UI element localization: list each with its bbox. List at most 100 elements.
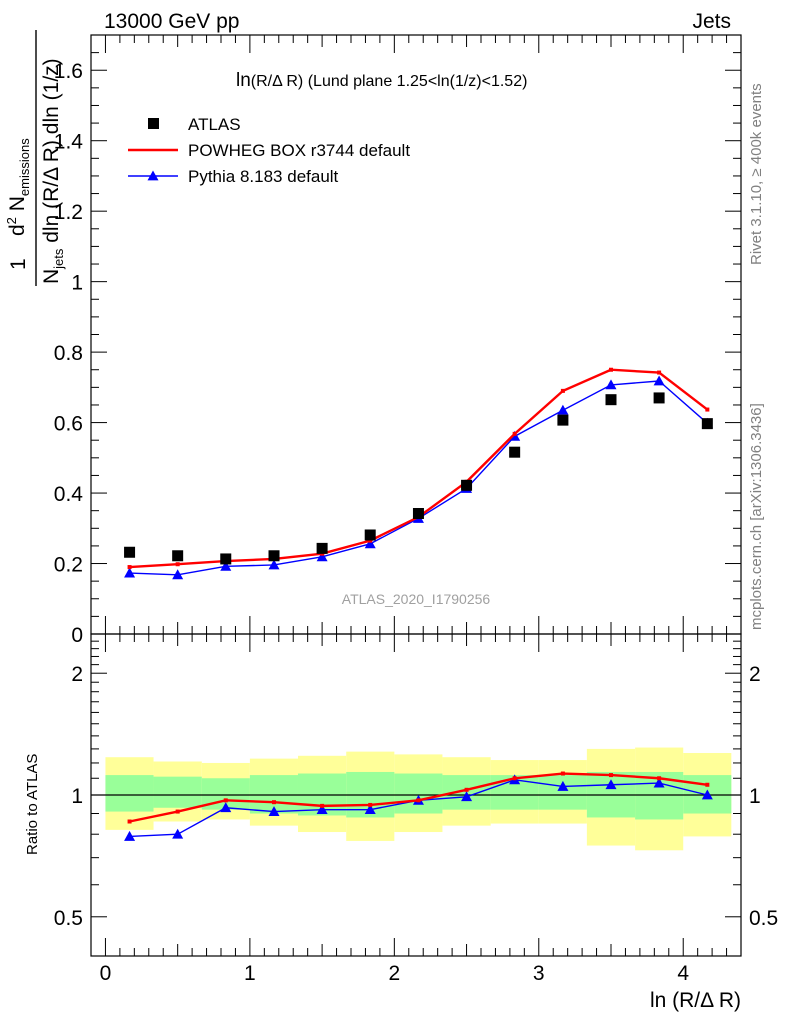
band-inner-bin <box>538 775 587 810</box>
header-left: 13000 GeV pp <box>104 10 239 33</box>
main-y-tick-label: 0.6 <box>54 413 83 436</box>
ratio-pythia-point <box>605 779 617 790</box>
ratio-pythia-point <box>461 791 473 802</box>
main-y-tick-label: 1.6 <box>54 60 83 83</box>
x-tick-label: 2 <box>388 962 400 985</box>
atlas-point <box>124 546 136 558</box>
ratio-pythia-point <box>124 830 136 841</box>
atlas-point <box>605 394 617 406</box>
x-tick-label: 1 <box>244 962 256 985</box>
atlas-point <box>316 542 328 554</box>
pythia-point <box>557 404 569 415</box>
main-y-tick-label: 1.4 <box>54 131 84 154</box>
ylabel-one: 1 <box>7 258 30 270</box>
ratio-pythia-point <box>268 806 280 816</box>
atlas-point <box>172 550 184 562</box>
legend-marker-atlas <box>148 118 159 129</box>
ratio-powheg-point <box>512 776 517 781</box>
rivet-label: Rivet 3.1.10, ≥ 400k events <box>748 83 765 265</box>
axis-tick-labels: 0 0.2 0.4 0.6 0.8 1 1.2 1.4 1.6 0 1 2 3 4 0.5 0.5 1 1 2 2 <box>54 60 778 985</box>
main-series-group <box>124 367 713 580</box>
ratio-powheg-point <box>175 809 180 814</box>
atlas-point <box>461 479 473 491</box>
atlas-point <box>653 392 665 404</box>
ratio-powheg-point <box>464 787 469 792</box>
ratio-y-tick-label-right: 2 <box>749 663 761 686</box>
ratio-powheg-point <box>127 819 132 824</box>
ratio-powheg-point <box>416 798 421 803</box>
ratio-pythia-point <box>220 802 232 813</box>
x-axis-label: ln (R/Δ R) <box>650 989 741 1012</box>
ratio-pythia-point <box>653 777 665 788</box>
main-y-tick-label: 1.2 <box>54 201 83 224</box>
atlas-point <box>701 418 713 430</box>
main-ylabel: 1 d2 Nemissions Njets dln (R/Δ R) dln (1… <box>4 30 66 286</box>
mcplots-label: mcplots.cern.ch [arXiv:1306.3436] <box>748 403 765 630</box>
ratio-pythia-point <box>364 804 376 815</box>
atlas-point <box>412 507 424 519</box>
band-inner-bin <box>153 776 202 808</box>
ratio-powheg-point <box>609 773 613 778</box>
main-y-tick-label: 1 <box>71 272 83 295</box>
ratio-pythia-point <box>557 780 569 791</box>
pythia-point <box>653 375 665 386</box>
ratio-powheg-point <box>560 771 565 776</box>
main-y-tick-label: 0.4 <box>54 483 84 506</box>
atlas-point <box>220 553 232 565</box>
legend-label: POWHEG BOX r3744 default <box>188 141 410 160</box>
ratio-y-tick-label-left: 1 <box>71 785 83 808</box>
pythia-point <box>268 559 280 570</box>
legend-label: Pythia 8.183 default <box>188 167 339 186</box>
ratio-series-group <box>124 771 713 841</box>
ratio-powheg-point <box>705 782 710 787</box>
atlas-point <box>509 446 521 458</box>
ratio-ylabel: Ratio to ATLAS <box>24 754 41 855</box>
x-tick-label: 3 <box>533 962 545 985</box>
axis-ticks <box>91 34 741 957</box>
pythia-line <box>129 380 708 576</box>
powheg-point <box>609 367 613 372</box>
legend-label: ATLAS <box>188 115 241 134</box>
ratio-powheg-point <box>368 802 373 807</box>
powheg-line <box>129 368 709 569</box>
ratio-y-tick-label-left: 2 <box>71 663 83 686</box>
pythia-point <box>605 379 617 390</box>
powheg-point <box>127 565 132 570</box>
band-inner-bin <box>105 775 154 812</box>
main-y-tick-label: 0 <box>71 624 83 647</box>
pythia-point <box>220 560 232 571</box>
band-inner-bin <box>394 773 443 814</box>
x-tick-label: 4 <box>677 962 689 985</box>
x-tick-label: 0 <box>100 962 112 985</box>
ratio-pythia-point <box>316 804 328 815</box>
analysis-tag: ATLAS_2020_I1790256 <box>342 591 491 607</box>
main-y-tick-label: 0.8 <box>54 342 83 365</box>
powheg-point <box>560 388 565 393</box>
pythia-point <box>364 538 376 549</box>
ylabel-numerator: d2 Nemissions <box>4 138 32 236</box>
powheg-point <box>512 431 517 436</box>
ratio-y-tick-label-right: 1 <box>749 785 761 808</box>
powheg-point <box>175 562 180 567</box>
ratio-pythia-point <box>172 828 184 839</box>
atlas-point <box>557 414 569 426</box>
pythia-point <box>124 567 136 578</box>
header-right: Jets <box>692 10 731 33</box>
ratio-powheg-point <box>320 803 325 808</box>
atlas-point <box>268 550 280 562</box>
pythia-point <box>172 569 184 580</box>
powheg-point <box>368 538 373 543</box>
powheg-point <box>657 370 662 375</box>
pythia-point <box>316 551 328 562</box>
powheg-point <box>705 407 710 412</box>
ratio-powheg-point <box>272 800 277 805</box>
ratio-powheg-point <box>657 776 662 781</box>
ratio-y-tick-label-left: 0.5 <box>54 907 83 930</box>
atlas-point <box>364 529 376 541</box>
ratio-y-tick-label-right: 0.5 <box>749 907 778 930</box>
ratio-powheg-point <box>223 798 228 803</box>
ylabel-denominator: Njets dln (R/Δ R) dln (1/z) <box>40 58 66 284</box>
legend-marker-pythia <box>147 170 159 181</box>
main-title: ln(R/Δ R) (Lund plane 1.25<ln(1/z)<1.52) <box>236 70 527 91</box>
